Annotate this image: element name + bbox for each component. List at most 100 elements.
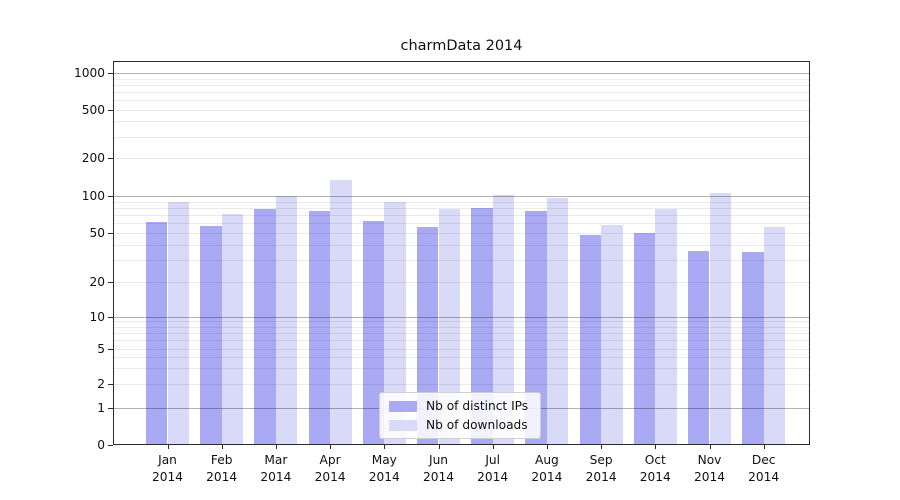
bar-distinct-ips-jun bbox=[416, 226, 439, 445]
y-tick-0 bbox=[108, 444, 113, 446]
gridline-minor bbox=[113, 201, 810, 203]
bar-downloads-dec bbox=[763, 226, 786, 445]
gridline-minor bbox=[113, 109, 810, 111]
bar-distinct-ips-sep bbox=[579, 235, 602, 445]
bar-downloads-nov bbox=[709, 193, 732, 445]
bar-distinct-ips-mar bbox=[254, 209, 276, 445]
y-tick-200 bbox=[108, 158, 113, 159]
x-tick-apr bbox=[330, 444, 332, 449]
x-tick-label-mar: Mar 2014 bbox=[260, 453, 292, 484]
y-tick-label-1000: 1000 bbox=[73, 66, 105, 80]
x-tick-label-jun: Jun 2014 bbox=[422, 453, 455, 484]
gridline-minor bbox=[113, 333, 810, 335]
x-tick-label-sep: Sep 2014 bbox=[585, 453, 617, 484]
legend-entry-downloads: Nb of downloads bbox=[389, 418, 528, 432]
y-tick-100 bbox=[108, 196, 113, 197]
gridline-minor bbox=[113, 321, 810, 323]
x-tick-jul bbox=[492, 444, 494, 449]
bar-distinct-ips-dec bbox=[742, 252, 764, 445]
gridline-minor bbox=[113, 348, 810, 350]
bar-downloads-feb bbox=[221, 214, 244, 445]
gridline-minor bbox=[113, 340, 810, 342]
x-tick-mar bbox=[275, 444, 277, 449]
x-tick-jan bbox=[167, 444, 169, 449]
bar-downloads-apr bbox=[330, 179, 352, 445]
gridline-major bbox=[113, 196, 810, 197]
bars-layer bbox=[113, 61, 810, 445]
gridline-minor bbox=[113, 384, 810, 385]
y-tick-label-50: 50 bbox=[89, 226, 105, 240]
legend-swatch-downloads-icon bbox=[389, 419, 417, 431]
y-tick-label-20: 20 bbox=[89, 275, 105, 289]
x-tick-label-oct: Oct 2014 bbox=[639, 453, 671, 484]
gridline-minor bbox=[113, 84, 810, 86]
y-tick-label-100: 100 bbox=[81, 189, 105, 203]
bar-distinct-ips-apr bbox=[308, 211, 331, 445]
gridline-major bbox=[113, 316, 810, 318]
legend: Nb of distinct IPs Nb of downloads bbox=[379, 392, 542, 439]
plot-area bbox=[113, 61, 810, 445]
y-tick-20 bbox=[108, 282, 113, 283]
bar-downloads-jul bbox=[492, 195, 515, 445]
y-tick-label-0: 0 bbox=[97, 437, 105, 452]
bar-downloads-mar bbox=[275, 196, 298, 445]
bar-downloads-may bbox=[384, 201, 406, 445]
legend-swatch-distinct-ips-icon bbox=[389, 400, 417, 412]
x-tick-may bbox=[384, 444, 386, 449]
bar-distinct-ips-jan bbox=[145, 222, 168, 445]
gridline-minor bbox=[113, 207, 810, 209]
x-tick-label-nov: Nov 2014 bbox=[693, 453, 726, 484]
legend-label-downloads: Nb of downloads bbox=[426, 418, 528, 432]
y-tick-1000 bbox=[108, 73, 113, 74]
y-tick-500 bbox=[108, 109, 113, 111]
bar-downloads-oct bbox=[655, 208, 677, 445]
gridline-minor bbox=[113, 260, 810, 262]
y-tick-label-5: 5 bbox=[97, 341, 105, 356]
gridline-minor bbox=[113, 282, 810, 283]
x-tick-oct bbox=[655, 444, 657, 449]
gridline-minor bbox=[113, 215, 810, 217]
y-tick-50 bbox=[108, 233, 113, 234]
gridline-minor bbox=[113, 91, 810, 93]
gridline-minor bbox=[113, 357, 810, 359]
y-tick-1 bbox=[108, 407, 113, 409]
bar-distinct-ips-may bbox=[362, 220, 385, 445]
gridline-minor bbox=[113, 136, 810, 138]
y-tick-10 bbox=[108, 316, 113, 318]
y-tick-label-1: 1 bbox=[97, 400, 105, 415]
x-tick-feb bbox=[221, 444, 223, 449]
x-tick-jun bbox=[438, 444, 440, 449]
x-tick-label-feb: Feb 2014 bbox=[206, 453, 238, 484]
x-tick-label-jan: Jan 2014 bbox=[151, 453, 184, 484]
y-tick-label-10: 10 bbox=[89, 309, 105, 324]
x-tick-label-apr: Apr 2014 bbox=[314, 453, 346, 484]
x-tick-label-jul: Jul 2014 bbox=[477, 453, 509, 484]
bar-distinct-ips-oct bbox=[633, 233, 656, 445]
gridline-minor bbox=[113, 121, 810, 123]
gridline-minor bbox=[113, 368, 810, 370]
x-tick-sep bbox=[601, 444, 603, 449]
x-tick-label-may: May 2014 bbox=[368, 453, 400, 484]
grid-layer bbox=[113, 61, 810, 445]
gridline-minor bbox=[113, 233, 810, 234]
bar-downloads-sep bbox=[601, 225, 623, 445]
gridline-minor bbox=[113, 326, 810, 328]
chart-title: charmData 2014 bbox=[400, 38, 523, 54]
x-tick-label-dec: Dec 2014 bbox=[748, 453, 780, 484]
y-tick-label-500: 500 bbox=[81, 102, 105, 117]
y-tick-label-2: 2 bbox=[97, 377, 105, 391]
y-tick-5 bbox=[108, 348, 113, 350]
x-tick-label-aug: Aug 2014 bbox=[531, 453, 563, 484]
legend-label-distinct-ips: Nb of distinct IPs bbox=[426, 399, 529, 413]
bar-downloads-jan bbox=[167, 201, 190, 445]
y-tick-label-200: 200 bbox=[81, 151, 105, 165]
gridline-minor bbox=[113, 158, 810, 159]
gridline-minor bbox=[113, 244, 810, 246]
bar-distinct-ips-nov bbox=[687, 250, 710, 445]
x-tick-nov bbox=[709, 444, 711, 449]
gridline-minor bbox=[113, 99, 810, 101]
gridline-major bbox=[113, 73, 810, 74]
bar-distinct-ips-aug bbox=[525, 210, 547, 445]
bar-downloads-aug bbox=[546, 198, 569, 445]
bar-downloads-jun bbox=[438, 209, 461, 445]
